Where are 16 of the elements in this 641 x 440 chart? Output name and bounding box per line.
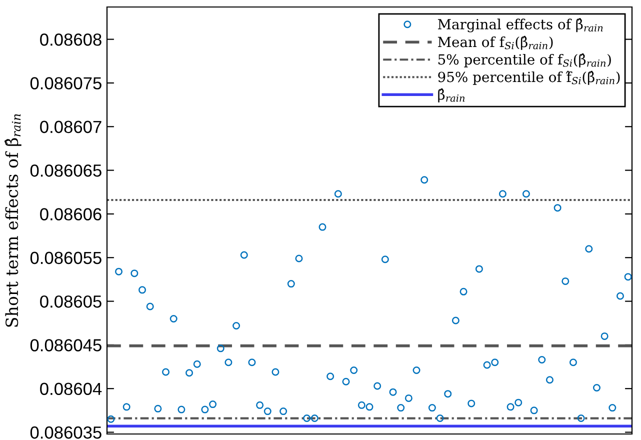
- legend-label: 95% percentile of f̂$_{Si}$(β̂$_{rain}$): [438, 70, 620, 85]
- y-tick-label: 0.08605: [40, 295, 102, 308]
- y-tick-label: 0.086035: [30, 426, 102, 439]
- legend-label: Marginal effects of β̂$_{rain}$: [438, 18, 603, 32]
- y-axis-title: Short term effects of β̂$_{rain}$: [4, 114, 22, 327]
- legend-label: β̂$_{rain}$: [438, 88, 465, 102]
- legend-label: Mean of f$_{Si}$(β̂$_{rain}$): [438, 36, 553, 50]
- y-tick-label: 0.086065: [30, 164, 102, 177]
- y-tick-label: 0.08606: [40, 208, 102, 220]
- y-tick-label: 0.086075: [30, 77, 102, 90]
- y-tick-label: 0.08607: [40, 120, 102, 134]
- y-tick-label: 0.08604: [40, 382, 102, 396]
- legend-label: 5% percentile of f$_{Si}$(β̂$_{rain}$): [438, 53, 611, 68]
- y-tick-label: 0.086045: [30, 339, 102, 352]
- y-tick-label: 0.08608: [40, 33, 102, 46]
- y-tick-label: 0.086055: [30, 252, 102, 264]
